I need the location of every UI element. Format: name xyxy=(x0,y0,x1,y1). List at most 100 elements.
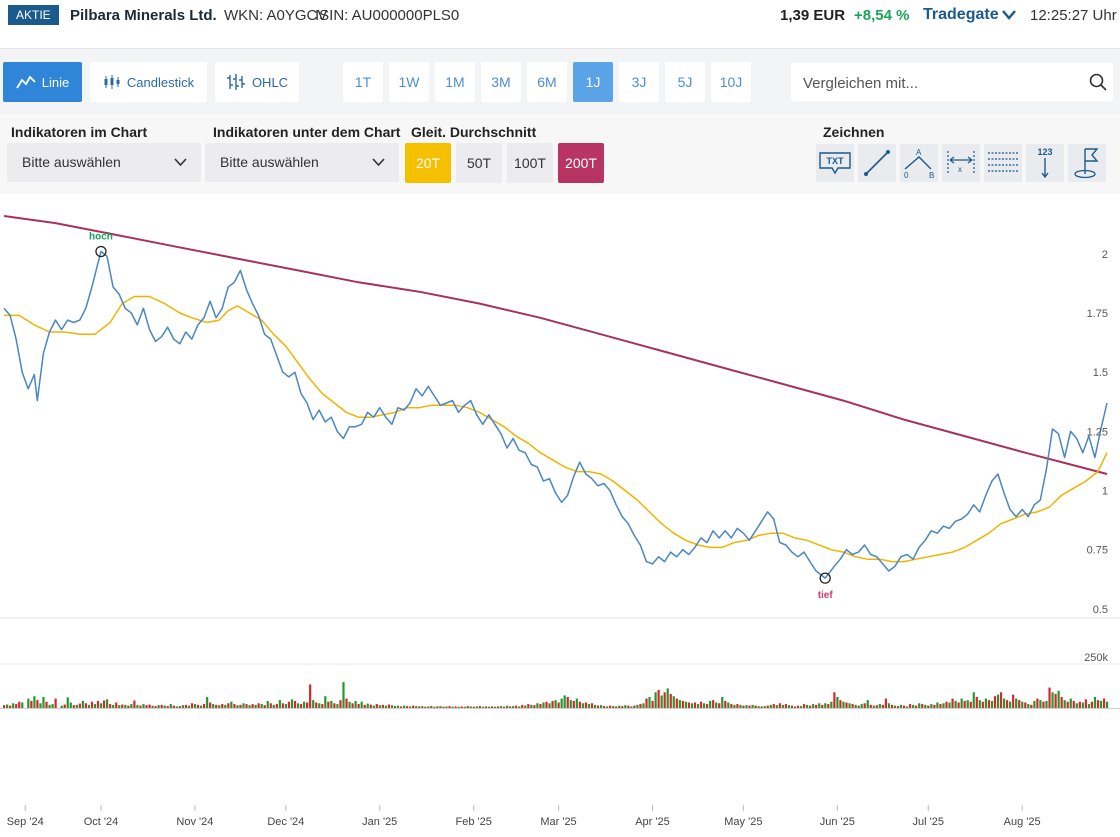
volume-bar xyxy=(390,705,394,708)
ma-200t-button[interactable]: 200T xyxy=(558,143,604,183)
volume-bar xyxy=(242,703,245,708)
volume-bar xyxy=(1060,697,1063,708)
volume-bar xyxy=(418,706,421,708)
below-chart-indicator-select[interactable]: Bitte auswählen xyxy=(205,143,399,182)
draw-counter-button[interactable]: 123 xyxy=(1026,144,1064,182)
volume-bar xyxy=(484,706,488,708)
volume-bar xyxy=(287,701,291,708)
ma-50t-button[interactable]: 50T xyxy=(456,143,502,183)
volume-bar xyxy=(127,705,130,708)
volume-bar xyxy=(796,705,800,708)
range-3m-button[interactable]: 3M xyxy=(481,62,521,102)
high-label: hoch xyxy=(89,232,113,243)
range-5j-button[interactable]: 5J xyxy=(665,62,705,102)
counter-tool-label: 123 xyxy=(1037,147,1052,157)
volume-bar xyxy=(66,697,69,708)
volume-bar xyxy=(809,705,812,708)
volume-bar xyxy=(642,703,645,708)
volume-bar xyxy=(160,704,163,708)
volume-bar xyxy=(696,704,700,708)
volume-bar xyxy=(218,705,221,708)
range-3j-button[interactable]: 3J xyxy=(619,62,659,102)
volume-bar xyxy=(248,705,251,708)
volume-bar xyxy=(45,701,48,708)
volume-bar xyxy=(27,698,30,708)
range-1t-button[interactable]: 1T xyxy=(343,62,383,102)
draw-abc-pattern-button[interactable]: 0 A B xyxy=(900,144,938,182)
draw-trendline-button[interactable] xyxy=(858,144,896,182)
volume-bar xyxy=(318,703,321,708)
volume-bar xyxy=(360,701,363,708)
volume-bar xyxy=(742,705,745,708)
range-10j-button[interactable]: 10J xyxy=(711,62,751,102)
draw-fibonacci-button[interactable] xyxy=(984,144,1022,182)
chart-type-line-button[interactable]: Linie xyxy=(3,62,82,102)
volume-bar xyxy=(1090,701,1094,708)
volume-bar xyxy=(399,706,403,708)
draw-flag-button[interactable] xyxy=(1068,144,1106,182)
volume-bar xyxy=(375,704,378,708)
chevron-down-icon xyxy=(174,158,187,166)
y-tick-label: 0.5 xyxy=(1093,604,1108,616)
volume-bar xyxy=(848,703,851,708)
chevron-down-icon xyxy=(1001,9,1016,20)
ma-100t-button[interactable]: 100T xyxy=(507,143,553,183)
below-chart-indicator-label: Indikatoren unter dem Chart xyxy=(213,124,401,140)
volume-bar xyxy=(942,703,945,708)
volume-bar xyxy=(115,702,118,708)
volume-bar xyxy=(596,705,600,708)
volume-bar xyxy=(490,706,494,708)
y-tick-label: 0.75 xyxy=(1087,545,1108,557)
low-marker xyxy=(819,572,831,584)
search-icon[interactable] xyxy=(1089,73,1107,91)
x-tick-label: Sep '24 xyxy=(7,816,44,828)
volume-bar xyxy=(436,706,439,708)
x-tick-label: Oct '24 xyxy=(84,816,119,828)
volume-bar xyxy=(84,703,88,708)
y-axis: 2 1.75 1.5 1.25 1 0.75 0.5 250k xyxy=(1084,249,1108,664)
volume-bar xyxy=(666,688,669,708)
range-1j-button[interactable]: 1J xyxy=(573,62,613,102)
exchange-dropdown[interactable]: Tradegate xyxy=(923,6,1016,24)
volume-bar xyxy=(881,704,884,708)
volume-bar xyxy=(693,702,697,708)
chart-type-candlestick-button[interactable]: Candlestick xyxy=(90,62,207,102)
volume-bar xyxy=(1075,703,1078,708)
volume-bar xyxy=(718,703,721,708)
volume-bar xyxy=(460,706,463,708)
volume-bar xyxy=(509,706,512,708)
volume-bar xyxy=(669,693,672,708)
draw-range-button[interactable]: x xyxy=(942,144,980,182)
volume-bar xyxy=(948,702,951,708)
volume-bar xyxy=(896,706,900,708)
volume-bar xyxy=(1072,700,1075,708)
chart-type-ohlc-button[interactable]: OHLC xyxy=(215,62,299,102)
ma-20t-button[interactable]: 20T xyxy=(405,143,451,183)
in-chart-indicator-select[interactable]: Bitte auswählen xyxy=(7,143,201,182)
volume-bar xyxy=(430,706,433,708)
volume-bar xyxy=(1078,701,1081,708)
range-1m-button[interactable]: 1M xyxy=(435,62,475,102)
volume-bar xyxy=(981,701,984,708)
volume-bar xyxy=(1102,698,1106,708)
volume-bar xyxy=(466,706,469,708)
volume-bar xyxy=(957,702,960,708)
range-6m-button[interactable]: 6M xyxy=(527,62,567,102)
volume-bar xyxy=(212,704,215,708)
chart-type-label: Candlestick xyxy=(126,74,195,90)
range-1w-button[interactable]: 1W xyxy=(389,62,429,102)
volume-bars xyxy=(3,682,1109,708)
volume-bar xyxy=(269,703,272,708)
volume-bar xyxy=(833,692,836,708)
company-name: Pilbara Minerals Ltd. xyxy=(70,7,217,24)
volume-bar xyxy=(336,704,339,708)
volume-bar xyxy=(866,700,869,708)
price-chart[interactable]: hoch tief 2 1.75 1.5 1.25 1 0.75 0.5 250k Sep '2… xyxy=(0,196,1120,837)
volume-bar xyxy=(1069,698,1072,708)
volume-bar xyxy=(969,701,972,708)
draw-text-button[interactable]: TXT xyxy=(816,144,854,182)
compare-input[interactable] xyxy=(801,63,1075,103)
volume-bar xyxy=(172,705,175,708)
volume-bar xyxy=(524,705,527,708)
volume-bar xyxy=(81,700,84,708)
